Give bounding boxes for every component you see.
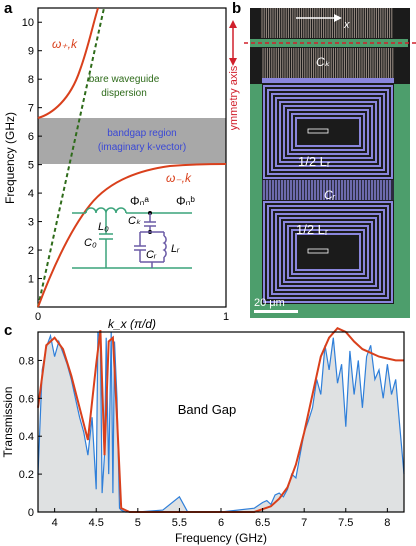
device-label-cr: Cᵣ — [324, 188, 336, 202]
label-phi-b: Φₙᵇ — [176, 194, 195, 208]
y-tick-label: 8 — [28, 74, 34, 86]
device-label-ck: Cₖ — [316, 55, 331, 69]
resonator-inductor-bottom — [263, 201, 393, 303]
transmission-fill — [38, 332, 404, 512]
y-tick-label: 5 — [28, 160, 34, 172]
waveguide-label-line2: dispersion — [101, 88, 147, 99]
x-tick-label-c: 6.5 — [255, 517, 270, 529]
x-direction-label: x — [343, 19, 350, 31]
x-tick-label-c: 4.5 — [89, 517, 104, 529]
y-tick-label-c: 0.4 — [19, 431, 34, 443]
x-tick-label-c: 7 — [301, 517, 307, 529]
omega-minus-curve — [37, 163, 227, 308]
plot-frame-a — [37, 7, 227, 308]
inductor-Lr — [162, 235, 167, 258]
x-tick-label-c: 5.5 — [172, 517, 187, 529]
scalebar-label: 20 μm — [254, 297, 285, 309]
panel-letter-c: c — [4, 322, 13, 339]
x-axis-label-c: Frequency (GHz) — [175, 531, 267, 545]
bare-waveguide-line — [37, 7, 105, 308]
bandgap-label-line2: (imaginary k-vector) — [98, 142, 186, 153]
symmetry-arrow-down-icon — [229, 58, 237, 66]
panel-b-device: x Cₖ 1/2 Lᵣ Cᵣ 1/2 Lᵣ 20 μm — [244, 8, 416, 318]
band-gap-label: Band Gap — [178, 402, 237, 417]
x-axis-label-a: k_x (π/d) — [108, 317, 156, 330]
y-tick-label: 10 — [22, 17, 34, 29]
panel-letter-a: a — [4, 0, 13, 17]
x-tick-label-c: 4 — [52, 517, 58, 529]
label-L0: L₀ — [98, 221, 109, 233]
y-tick-label: 1 — [28, 274, 34, 286]
omega-minus-label: ω₋,k — [166, 171, 192, 185]
label-Cr: Cᵣ — [146, 249, 157, 261]
circuit-schematic — [72, 207, 192, 269]
symmetry-arrow-up-icon — [229, 20, 237, 28]
x-arrow-icon — [334, 14, 342, 22]
y-tick-label-c: 0.8 — [19, 355, 34, 367]
device-label-half-lr-top: 1/2 Lᵣ — [298, 154, 330, 169]
y-axis-label-c: Transmission — [1, 387, 15, 458]
x-tick-1: 1 — [223, 311, 229, 323]
y-tick-label-c: 0 — [28, 507, 34, 519]
x-tick-label-c: 6 — [218, 517, 224, 529]
device-label-half-lr-bottom: 1/2 Lᵣ — [296, 222, 328, 237]
y-tick-label: 2 — [28, 245, 34, 257]
symmetry-axis-annotation: symmetry axis — [228, 20, 240, 130]
y-tick-label: 6 — [28, 131, 34, 143]
panel-a-chart: 1 2 3 4 5 6 7 8 9 10 0 1 Frequency (GHz) k_x (π/d… — [3, 7, 229, 330]
bandgap-region — [38, 118, 226, 164]
label-phi-a: Φₙᵃ — [130, 194, 149, 208]
bandgap-label-line1: bandgap region — [107, 128, 177, 139]
y-tick-label: 4 — [28, 188, 34, 200]
label-C0: C₀ — [84, 237, 97, 249]
panel-letter-b: b — [232, 0, 242, 17]
x-tick-label-c: 7.5 — [338, 517, 353, 529]
x-tick-label-c: 8 — [384, 517, 390, 529]
label-Lr: Lᵣ — [171, 243, 180, 255]
y-tick-label: 9 — [28, 46, 34, 58]
y-tick-label-c: 0.6 — [19, 393, 34, 405]
x-tick-0: 0 — [35, 311, 41, 323]
label-Ck: Cₖ — [128, 215, 141, 227]
x-tick-label-c: 5 — [135, 517, 141, 529]
panel-c-chart: 4 4.5 5 5.5 6 6.5 7 7.5 8 0 0.2 0.4 0.6 0.8 Transmiss… — [1, 326, 405, 545]
scalebar — [254, 310, 298, 313]
y-tick-label: 7 — [28, 103, 34, 115]
omega-plus-label: ω₊,k — [52, 37, 78, 51]
y-tick-label-c: 0.2 — [19, 469, 34, 481]
resonator-capacitor — [262, 180, 394, 200]
measured-series-line — [37, 331, 405, 513]
y-ticks-a: 1 2 3 4 5 6 7 8 9 10 — [22, 17, 42, 286]
inductor-L0 — [85, 207, 127, 214]
y-axis-label-a: Frequency (GHz) — [3, 112, 17, 204]
waveguide-comb — [261, 8, 394, 78]
y-tick-label: 3 — [28, 217, 34, 229]
resonator-inductor-top — [263, 85, 393, 179]
symmetry-axis-label: symmetry axis — [228, 65, 240, 130]
omega-plus-curve — [37, 7, 99, 119]
waveguide-label-line1: bare waveguide — [89, 74, 160, 85]
